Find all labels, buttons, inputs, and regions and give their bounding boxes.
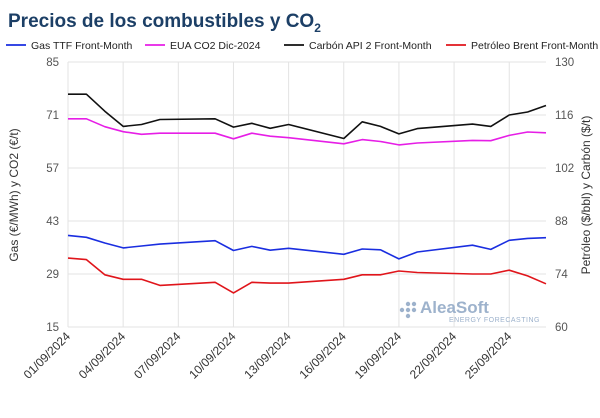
- x-tick-label: 19/09/2024: [352, 329, 405, 382]
- left-tick-label: 57: [46, 163, 59, 175]
- aleasoft-watermark: AleaSoft ENERGY FORECASTING: [399, 298, 540, 324]
- right-axis-ticks: 60 74 88 102 116 130: [555, 57, 574, 334]
- x-tick-label: 04/09/2024: [76, 329, 129, 382]
- left-tick-label: 71: [46, 110, 59, 122]
- legend-label: Gas TTF Front-Month: [31, 40, 132, 52]
- right-tick-label: 60: [555, 322, 568, 334]
- x-tick-label: 25/09/2024: [462, 329, 515, 382]
- left-tick-label: 43: [46, 216, 59, 228]
- legend-item: Petróleo Brent Front-Month: [446, 40, 598, 52]
- left-axis-title: Gas (€/MWh) y CO2 (€/t): [7, 128, 21, 261]
- grid: [67, 61, 546, 328]
- legend-item: Gas TTF Front-Month: [6, 40, 132, 52]
- series-line-0: [67, 234, 547, 260]
- x-tick-label: 07/09/2024: [131, 329, 184, 382]
- x-tick-label: 16/09/2024: [297, 329, 350, 382]
- right-tick-label: 130: [555, 57, 574, 69]
- chart-title: Precios de los combustibles y CO2: [8, 11, 321, 35]
- legend-label: EUA CO2 Dic-2024: [170, 40, 261, 52]
- left-tick-label: 15: [46, 322, 59, 334]
- right-tick-label: 102: [555, 163, 574, 175]
- series-group: [67, 93, 547, 294]
- legend-item: Carbón API 2 Front-Month: [284, 40, 432, 52]
- legend-label: Petróleo Brent Front-Month: [471, 40, 598, 52]
- right-tick-label: 116: [555, 110, 573, 122]
- chart-title-subscript: 2: [314, 21, 321, 35]
- legend-item: EUA CO2 Dic-2024: [145, 40, 261, 52]
- x-axis-ticks: 01/09/2024 04/09/2024 07/09/2024 10/09/2024…: [21, 329, 515, 382]
- aleasoft-logo-icon: [399, 301, 417, 319]
- watermark-brand: AleaSoft: [420, 298, 489, 317]
- series-line-1: [68, 118, 547, 146]
- x-tick-label: 10/09/2024: [186, 329, 239, 382]
- left-tick-label: 29: [46, 269, 59, 281]
- left-axis-ticks: 15 29 43 57 71 85: [46, 57, 59, 334]
- legend-label: Carbón API 2 Front-Month: [309, 40, 432, 52]
- right-axis-title: Petróleo ($/bbl) y Carbón ($/t): [579, 116, 593, 275]
- x-tick-label: 22/09/2024: [407, 329, 460, 382]
- series-line-2: [68, 93, 547, 140]
- watermark-tagline: ENERGY FORECASTING: [449, 317, 540, 324]
- x-tick-label: 13/09/2024: [241, 329, 294, 382]
- series-line-3: [67, 257, 547, 294]
- left-tick-label: 85: [46, 57, 59, 69]
- x-tick-label: 01/09/2024: [21, 329, 74, 382]
- legend: Gas TTF Front-Month EUA CO2 Dic-2024 Carbó…: [6, 40, 598, 52]
- right-tick-label: 88: [555, 216, 568, 228]
- right-tick-label: 74: [555, 269, 568, 281]
- chart-title-text: Precios de los combustibles y CO: [8, 11, 314, 32]
